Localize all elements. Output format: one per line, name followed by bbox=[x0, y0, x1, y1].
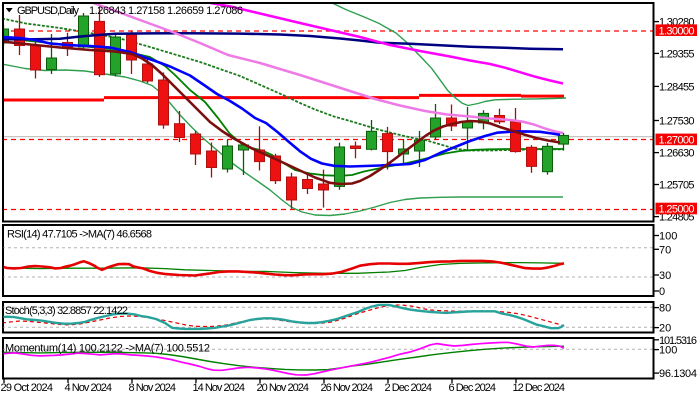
svg-text:Stoch(5,3,3) 32.8857 22.1422: Stoch(5,3,3) 32.8857 22.1422 bbox=[5, 305, 128, 317]
svg-text:26 Nov 2024: 26 Nov 2024 bbox=[321, 382, 374, 394]
svg-text:1.27000: 1.27000 bbox=[659, 135, 695, 147]
svg-text:20: 20 bbox=[659, 323, 671, 335]
svg-text:1.26630: 1.26630 bbox=[659, 148, 695, 160]
svg-text:100: 100 bbox=[659, 345, 677, 357]
svg-text:1.27530: 1.27530 bbox=[659, 116, 695, 128]
svg-text:30: 30 bbox=[659, 270, 671, 282]
svg-text:29 Oct 2024: 29 Oct 2024 bbox=[1, 382, 54, 394]
svg-text:1.30000: 1.30000 bbox=[659, 25, 695, 37]
svg-text:1.26843 1.27158 1.26659 1.2708: 1.26843 1.27158 1.26659 1.27086 bbox=[89, 5, 243, 17]
svg-text:96.1304: 96.1304 bbox=[659, 368, 697, 380]
svg-text:1.29355: 1.29355 bbox=[659, 48, 695, 60]
svg-text:1.25705: 1.25705 bbox=[659, 180, 695, 192]
svg-text:1.25000: 1.25000 bbox=[659, 204, 695, 216]
svg-text:14 Nov 2024: 14 Nov 2024 bbox=[193, 382, 246, 394]
svg-text:8 Nov 2024: 8 Nov 2024 bbox=[129, 382, 177, 394]
svg-text:70: 70 bbox=[659, 244, 671, 256]
svg-text:101.5316: 101.5316 bbox=[659, 335, 697, 347]
svg-text:0: 0 bbox=[659, 286, 665, 298]
svg-text:100: 100 bbox=[659, 231, 677, 243]
svg-text:20 Nov 2024: 20 Nov 2024 bbox=[257, 382, 310, 394]
svg-text:1.28455: 1.28455 bbox=[659, 81, 695, 93]
svg-text:80: 80 bbox=[659, 303, 671, 315]
svg-text:RSI(14) 47.7105 ->MA(7) 46.65: RSI(14) 47.7105 ->MA(7) 46.6568 bbox=[7, 228, 152, 240]
svg-text:GBPUSD,Daily: GBPUSD,Daily bbox=[17, 5, 80, 17]
svg-text:6 Dec 2024: 6 Dec 2024 bbox=[449, 382, 497, 394]
svg-text:Momentum(14) 100.2122 ->MA(7): Momentum(14) 100.2122 ->MA(7) 100.5512 bbox=[5, 343, 210, 355]
svg-text:12 Dec 2024: 12 Dec 2024 bbox=[513, 382, 566, 394]
svg-text:1.24805: 1.24805 bbox=[659, 212, 695, 224]
svg-text:4 Nov 2024: 4 Nov 2024 bbox=[65, 382, 113, 394]
svg-text:2 Dec 2024: 2 Dec 2024 bbox=[385, 382, 433, 394]
